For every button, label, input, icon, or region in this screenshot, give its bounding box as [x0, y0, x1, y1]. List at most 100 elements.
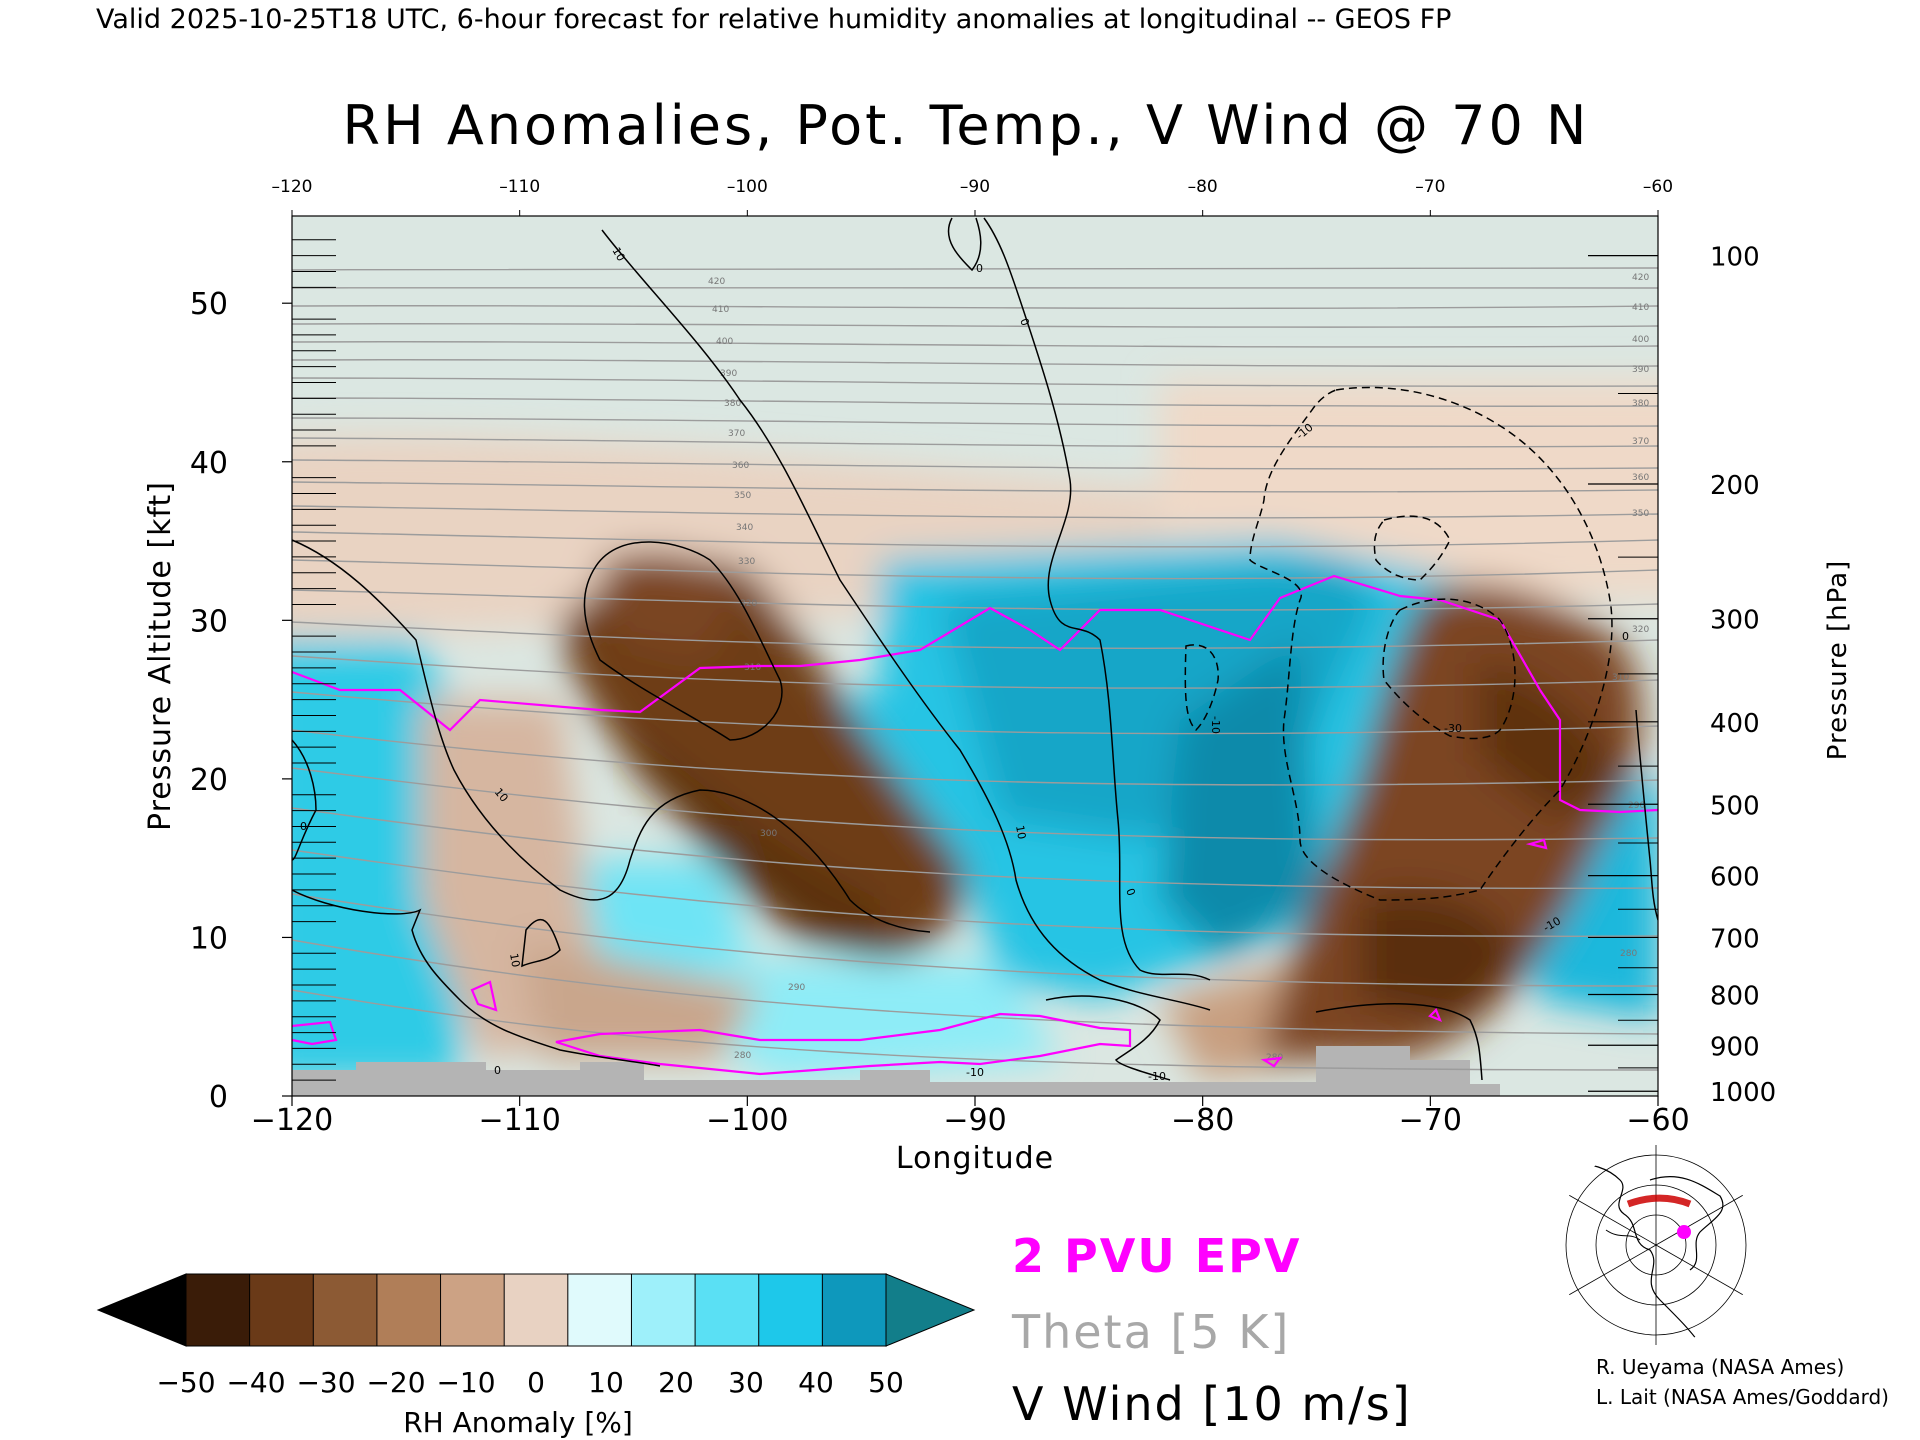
x-axis-label: Longitude	[896, 1141, 1054, 1176]
y-tick-label: 50	[190, 287, 228, 322]
y-axis-altitude: 0 10 20 30 40 50	[190, 239, 336, 1115]
pressure-tick-label: 100	[1710, 243, 1760, 273]
svg-text:410: 410	[712, 305, 729, 315]
svg-text:370: 370	[728, 429, 745, 439]
svg-text:320: 320	[740, 599, 757, 609]
theta-contours	[292, 267, 1658, 1071]
colorbar-cell	[503, 1273, 569, 1347]
svg-text:-10: -10	[1209, 716, 1222, 734]
inset-location-marker	[1677, 1225, 1691, 1239]
x-tick-label: −60	[1626, 1103, 1689, 1138]
svg-text:360: 360	[1632, 473, 1649, 483]
x-axis-top: –120 –110 –100 –90 –80 –70 –60	[272, 177, 1673, 216]
pressure-tick-label: 900	[1710, 1032, 1760, 1062]
y-axis-label: Pressure Altitude [kft]	[143, 481, 178, 831]
credit-line-1: R. Ueyama (NASA Ames)	[1596, 1355, 1844, 1379]
svg-text:-10: -10	[966, 1066, 984, 1079]
y-tick-label: 0	[209, 1080, 228, 1115]
right-axis-label: Pressure [hPa]	[1823, 560, 1853, 761]
chart-title: RH Anomalies, Pot. Temp., V Wind @ 70 N	[343, 94, 1590, 157]
pressure-tick-label: 600	[1710, 863, 1760, 893]
x-tick-label: −90	[943, 1103, 1006, 1138]
colorbar-tick-label: 40	[798, 1366, 834, 1399]
colorbar-cells	[96, 1273, 976, 1347]
svg-text:390: 390	[1632, 365, 1649, 375]
colorbar-tick-label: 0	[527, 1366, 545, 1399]
svg-text:310: 310	[744, 663, 761, 673]
colorbar-cell	[821, 1273, 888, 1347]
legend-vwind: V Wind [10 m/s]	[1012, 1377, 1412, 1431]
x-top-tick-label: –110	[499, 177, 540, 197]
svg-text:10: 10	[1013, 824, 1028, 840]
x-top-tick-label: –100	[727, 177, 768, 197]
pressure-tick-label: 700	[1710, 924, 1760, 954]
x-top-tick-label: –120	[272, 177, 313, 197]
colorbar-tick-label: 10	[588, 1366, 624, 1399]
x-tick-label: −100	[706, 1103, 788, 1138]
colorbar-tick-label: −50	[156, 1366, 215, 1399]
colorbar-under-arrow	[96, 1273, 187, 1347]
vwind-contours	[292, 217, 1658, 1081]
colorbar-label: RH Anomaly [%]	[403, 1406, 633, 1439]
colorbar-tick-label: −10	[436, 1366, 495, 1399]
x-top-tick-label: –70	[1415, 177, 1445, 197]
svg-text:300: 300	[760, 829, 777, 839]
colorbar-cell	[567, 1273, 633, 1347]
svg-text:-10: -10	[1148, 1070, 1166, 1083]
y-tick-label: 20	[190, 763, 228, 798]
y-tick-label: 10	[190, 921, 228, 956]
x-tick-label: −110	[478, 1103, 560, 1138]
svg-text:390: 390	[720, 369, 737, 379]
legend: 2 PVU EPV Theta [5 K] V Wind [10 m/s]	[1011, 1229, 1412, 1431]
svg-text:0: 0	[1017, 317, 1032, 328]
colorbar-tick-label: −20	[366, 1366, 425, 1399]
svg-text:400: 400	[716, 337, 733, 347]
x-tick-label: −70	[1399, 1103, 1462, 1138]
svg-text:10: 10	[609, 245, 627, 264]
colorbar-tick-label: −30	[296, 1366, 355, 1399]
svg-text:330: 330	[738, 557, 755, 567]
pressure-tick-label: 300	[1710, 606, 1760, 636]
epv-2pvu-contour	[292, 574, 1658, 1076]
x-tick-label: −120	[251, 1103, 333, 1138]
svg-text:380: 380	[724, 399, 741, 409]
svg-text:310: 310	[1612, 673, 1629, 683]
rh-anomaly-field: 420 420 410 410 400 400 390 390 380 380 370 37…	[292, 216, 1658, 1096]
svg-text:290: 290	[1628, 801, 1645, 811]
legend-epv: 2 PVU EPV	[1012, 1229, 1301, 1283]
pressure-tick-label: 400	[1710, 709, 1760, 739]
svg-text:-30: -30	[1444, 722, 1462, 735]
colorbar-cell	[440, 1273, 506, 1347]
svg-text:360: 360	[732, 461, 749, 471]
pressure-tick-label: 500	[1710, 791, 1760, 821]
svg-text:280: 280	[734, 1051, 751, 1061]
colorbar-ticks: −50 −40 −30 −20 −10 0 10 20 30 40 50	[156, 1366, 903, 1399]
svg-text:400: 400	[1632, 335, 1649, 345]
plot-area: 420 420 410 410 400 400 390 390 380 380 370 37…	[291, 215, 1659, 1097]
colorbar: −50 −40 −30 −20 −10 0 10 20 30 40 50 RH Anomaly [%…	[96, 1273, 976, 1439]
svg-text:380: 380	[1632, 399, 1649, 409]
x-tick-label: −80	[1171, 1103, 1234, 1138]
colorbar-tick-label: 20	[658, 1366, 694, 1399]
svg-text:410: 410	[1632, 303, 1649, 313]
svg-text:0: 0	[976, 262, 983, 275]
x-top-tick-label: –80	[1188, 177, 1218, 197]
legend-theta: Theta [5 K]	[1011, 1305, 1290, 1359]
inset-track	[1626, 1194, 1692, 1208]
svg-text:340: 340	[736, 523, 753, 533]
colorbar-tick-label: 50	[868, 1366, 904, 1399]
svg-text:0: 0	[1622, 630, 1629, 643]
inset-map	[1556, 1145, 1756, 1345]
colorbar-cell	[694, 1273, 760, 1347]
terrain	[292, 1046, 1500, 1096]
svg-text:350: 350	[734, 491, 751, 501]
colorbar-cell	[758, 1273, 824, 1347]
x-axis: −120 −110 −100 −90 −80 −70 −60	[251, 1096, 1690, 1138]
svg-text:0: 0	[494, 1064, 501, 1077]
colorbar-cell	[376, 1273, 442, 1347]
colorbar-over-arrow	[885, 1273, 976, 1347]
pressure-tick-label: 800	[1710, 982, 1760, 1012]
colorbar-cell	[249, 1273, 315, 1347]
y-axis-pressure: 100 200 300 400 500 600 700 800 900 1000	[1588, 243, 1776, 1108]
colorbar-cell	[185, 1273, 251, 1347]
